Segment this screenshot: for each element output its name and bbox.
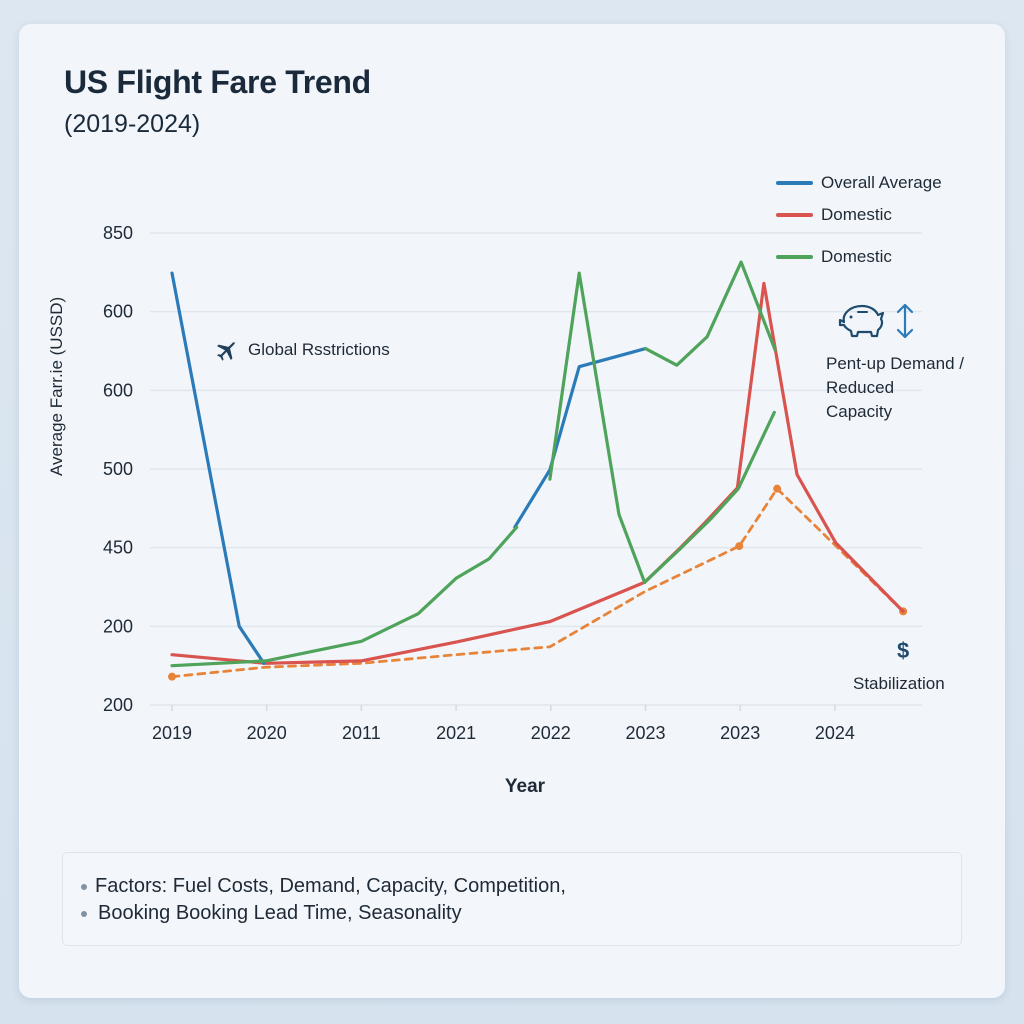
series-line [170, 525, 519, 668]
x-tick-label: 2023 [720, 723, 760, 743]
y-tick-label: 500 [103, 459, 133, 479]
up-down-arrow-icon [896, 303, 914, 339]
annotation-line: Reduced [826, 378, 895, 397]
y-axis-label: Average Farr.ie (USSD) [47, 296, 66, 476]
series-line [548, 271, 647, 584]
legend-item-domestic-green[interactable]: Domestic [776, 247, 892, 267]
x-tick-label: 2021 [436, 723, 476, 743]
data-point [735, 542, 744, 551]
annotation-stabilization: Stabilization [853, 674, 945, 693]
annotation-line: Capacity [826, 402, 893, 421]
series-line [513, 347, 648, 529]
x-tick-label: 2019 [152, 723, 192, 743]
legend-swatch [776, 213, 813, 217]
gridlines [150, 232, 922, 706]
factors-text: Booking Booking Lead Time, Seasonality [98, 902, 462, 924]
x-axis-label: Year [505, 776, 546, 797]
series-orange-trend-unlabeled- [168, 484, 908, 681]
x-tick-label: 2023 [625, 723, 665, 743]
dollar-icon: $ [897, 638, 910, 663]
x-tick-label: 2011 [342, 723, 381, 743]
y-tick-label: 600 [103, 380, 133, 400]
series-overall-average [170, 271, 648, 665]
legend-item-overall-average[interactable]: Overall Average [776, 173, 942, 193]
piggy-bank-icon [838, 304, 885, 338]
factors-line: Factors: Fuel Costs, Demand, Capacity, C… [81, 875, 566, 898]
series-domestic [170, 260, 777, 668]
annotation-text: Global Rsstrictions [248, 340, 390, 359]
series-lines [168, 260, 908, 681]
x-axis: 2019 2020 2011 2021 2022 2023 2023 2024 [152, 705, 855, 743]
data-point [773, 484, 782, 493]
x-tick-label: 2024 [815, 723, 855, 743]
factors-line: Booking Booking Lead Time, Seasonality [81, 902, 462, 925]
y-tick-label: 450 [103, 538, 133, 558]
series-line [642, 410, 776, 584]
y-tick-label: 200 [103, 695, 133, 715]
chart-title: US Flight Fare Trend [64, 64, 371, 100]
chart-subtitle: (2019-2024) [64, 110, 201, 138]
legend-divider [760, 232, 922, 233]
legend-label: Domestic [821, 247, 892, 266]
legend-label: Domestic [821, 205, 892, 224]
annotation-line: Pent-up Demand / [826, 354, 964, 373]
factors-text: Factors: Fuel Costs, Demand, Capacity, C… [95, 875, 566, 897]
x-tick-label: 2020 [247, 723, 287, 743]
y-tick-label: 600 [103, 302, 133, 322]
annotation-global-restrictions: Global Rsstrictions [214, 337, 390, 363]
series-line [170, 487, 905, 679]
legend-swatch [776, 181, 813, 185]
y-tick-label: 850 [103, 223, 133, 243]
x-tick-label: 2022 [531, 723, 571, 743]
bullet-icon [81, 910, 87, 917]
y-axis: 200 200 450 500 600 600 850 [103, 223, 133, 715]
legend-label: Overall Average [821, 173, 942, 192]
series-line [643, 260, 777, 367]
annotation-pentup-demand: Pent-up Demand / Reduced Capacity [826, 352, 964, 424]
data-point [168, 672, 176, 681]
factors-box: Factors: Fuel Costs, Demand, Capacity, C… [62, 852, 962, 946]
series-line [170, 271, 266, 665]
y-tick-label: 200 [103, 616, 133, 636]
legend-item-domestic-red[interactable]: Domestic [776, 205, 892, 225]
airplane-icon [217, 341, 236, 361]
chart-card [19, 24, 1005, 998]
legend-swatch [776, 255, 813, 259]
bullet-icon [81, 883, 87, 890]
